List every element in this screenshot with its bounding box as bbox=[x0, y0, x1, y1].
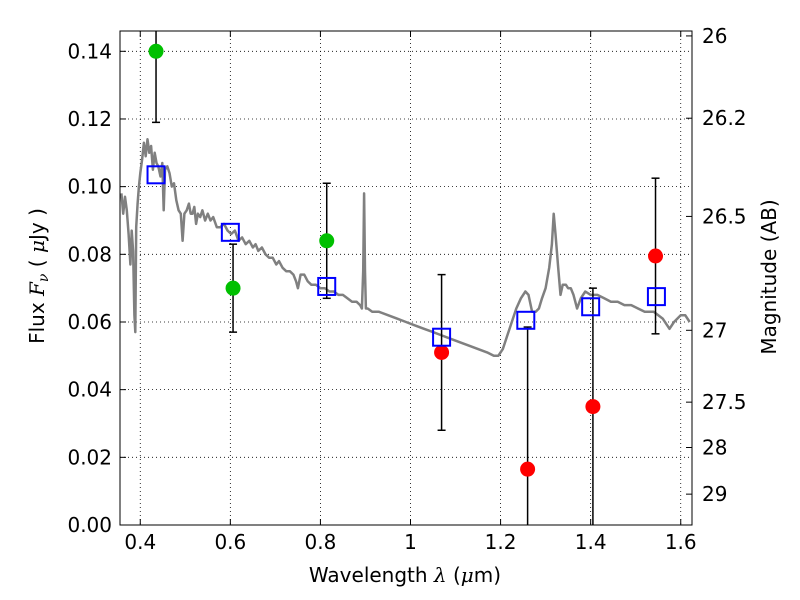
data-markers bbox=[146, 43, 666, 477]
x-tick-label: 0.8 bbox=[305, 530, 337, 554]
y-tick-label: 0.10 bbox=[67, 175, 112, 199]
y2-tick-labels: 26 26.2 26.5 27 27.5 28 29 bbox=[702, 24, 747, 506]
y2-tick-label: 27 bbox=[702, 318, 727, 342]
model-flux-marker bbox=[581, 297, 601, 317]
y2-tick-label: 26.5 bbox=[702, 204, 747, 228]
plot-frame bbox=[119, 30, 693, 526]
model-sed-line bbox=[120, 138, 691, 358]
tick-marks bbox=[120, 31, 692, 526]
error-bars bbox=[152, 31, 660, 525]
x-axis-label: Wavelength λ (μm) bbox=[309, 563, 501, 587]
model-flux-marker bbox=[646, 287, 666, 307]
photometry-point bbox=[585, 399, 601, 415]
x-tick-labels: 0.4 0.6 0.8 1 1.2 1.4 1.6 bbox=[124, 530, 696, 554]
y-tick-label: 0.06 bbox=[67, 310, 112, 334]
y-tick-label: 0.02 bbox=[67, 445, 112, 469]
x-tick-label: 1 bbox=[404, 530, 417, 554]
y-tick-label: 0.04 bbox=[67, 378, 112, 402]
y-tick-label: 0.00 bbox=[67, 513, 112, 537]
x-tick-label: 0.6 bbox=[214, 530, 246, 554]
y2-tick-label: 27.5 bbox=[702, 390, 747, 414]
x-tick-label: 1.6 bbox=[665, 530, 697, 554]
photometry-point bbox=[648, 248, 664, 264]
y2-tick-label: 28 bbox=[702, 435, 727, 459]
photometry-point bbox=[319, 233, 335, 249]
model-sed-layer bbox=[120, 138, 691, 358]
x-tick-label: 1.2 bbox=[485, 530, 517, 554]
y2-axis-label: Magnitude (AB) bbox=[757, 199, 781, 354]
model-flux-marker bbox=[317, 276, 337, 296]
model-flux-marker bbox=[432, 327, 452, 347]
grid bbox=[120, 31, 692, 526]
model-flux-marker bbox=[220, 222, 240, 242]
x-tick-label: 0.4 bbox=[124, 530, 156, 554]
photometry-point bbox=[148, 43, 164, 59]
photometry-point bbox=[520, 461, 536, 477]
y2-tick-label: 26.2 bbox=[702, 106, 747, 130]
y-tick-label: 0.12 bbox=[67, 107, 112, 131]
y2-tick-label: 29 bbox=[702, 482, 727, 506]
y-tick-label: 0.08 bbox=[67, 242, 112, 266]
y-tick-label: 0.14 bbox=[67, 39, 112, 63]
photometry-point bbox=[225, 280, 241, 296]
y-tick-labels: 0.00 0.02 0.04 0.06 0.08 0.10 0.12 0.14 bbox=[67, 39, 112, 537]
y-axis-label: Flux Fν ( μJy ) bbox=[25, 208, 52, 344]
model-flux-marker bbox=[146, 165, 166, 185]
y2-tick-label: 26 bbox=[702, 24, 727, 48]
x-tick-label: 1.4 bbox=[575, 530, 607, 554]
photometry-point bbox=[434, 344, 450, 360]
model-flux-marker bbox=[516, 310, 536, 330]
